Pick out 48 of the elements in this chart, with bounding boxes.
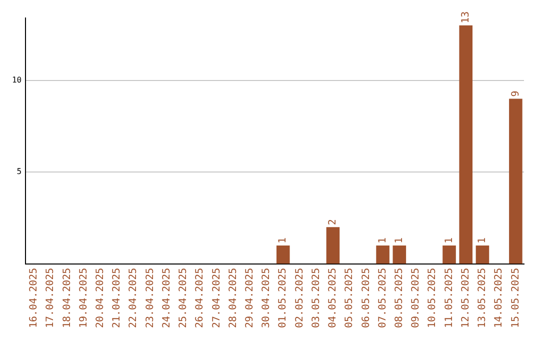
data-label: 1 — [394, 237, 405, 244]
x-tick-label: 06.05.2025 — [360, 268, 372, 328]
x-tick-label: 13.05.2025 — [477, 268, 488, 328]
x-tick-label: 02.05.2025 — [294, 268, 306, 328]
bar — [442, 245, 456, 264]
x-tick-label: 24.04.2025 — [161, 268, 172, 328]
x-tick-label: 01.05.2025 — [278, 268, 289, 328]
data-label: 9 — [510, 90, 522, 97]
x-tick-label: 14.05.2025 — [494, 268, 505, 328]
x-tick-label: 05.05.2025 — [344, 268, 356, 328]
x-tick-label: 08.05.2025 — [394, 268, 405, 328]
x-tick-label: 10.05.2025 — [427, 268, 438, 328]
data-label: 1 — [377, 237, 388, 244]
x-tick-label: 12.05.2025 — [460, 268, 472, 328]
y-tick-label: 10 — [12, 75, 22, 84]
bar — [392, 245, 406, 264]
x-tick-label: 23.04.2025 — [144, 268, 156, 328]
bar — [326, 227, 340, 264]
data-label: 13 — [460, 11, 472, 24]
x-tick-label: 22.04.2025 — [128, 268, 140, 328]
x-tick-label: 11.05.2025 — [444, 268, 455, 328]
bar — [509, 98, 522, 264]
x-tick-label: 30.04.2025 — [261, 268, 272, 328]
x-tick-label: 09.05.2025 — [410, 268, 422, 328]
x-tick-label: 28.04.2025 — [228, 268, 239, 328]
x-tick-label: 27.04.2025 — [211, 268, 222, 328]
data-label: 1 — [477, 237, 488, 244]
bar — [276, 245, 290, 264]
bar — [459, 25, 472, 264]
x-tick-label: 17.04.2025 — [45, 268, 56, 328]
bar — [376, 245, 390, 264]
bar — [476, 245, 490, 264]
x-tick-label: 07.05.2025 — [377, 268, 388, 328]
x-tick-label: 16.04.2025 — [28, 268, 40, 328]
data-label: 2 — [328, 219, 339, 226]
x-tick-label: 21.04.2025 — [112, 268, 123, 328]
x-tick-label: 29.04.2025 — [244, 268, 256, 328]
x-tick-label: 15.05.2025 — [510, 268, 522, 328]
x-tick-label: 26.04.2025 — [194, 268, 206, 328]
y-tick-label: 5 — [16, 167, 22, 176]
data-label: 1 — [444, 237, 455, 244]
x-tick-label: 20.04.2025 — [94, 268, 106, 328]
x-tick-label: 03.05.2025 — [310, 268, 322, 328]
data-label: 1 — [278, 237, 289, 244]
x-tick-label: 19.04.2025 — [78, 268, 90, 328]
x-tick-label: 25.04.2025 — [178, 268, 190, 328]
x-tick-label: 04.05.2025 — [328, 268, 339, 328]
x-tick-label: 18.04.2025 — [62, 268, 73, 328]
